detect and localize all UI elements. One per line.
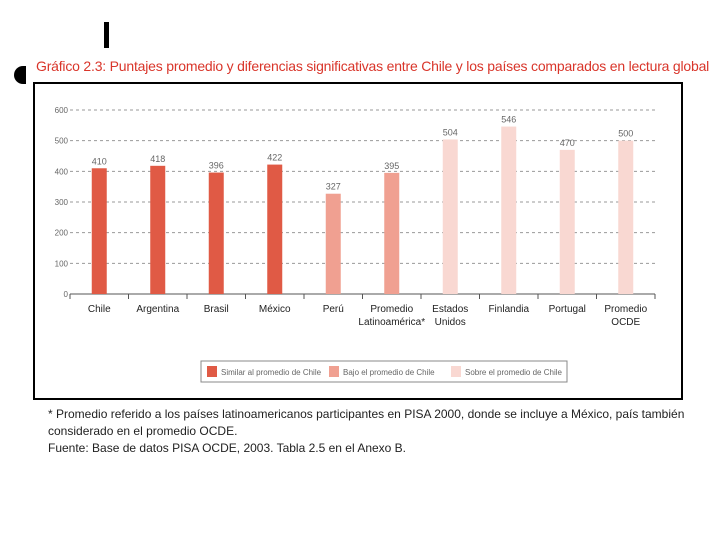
category-label: Promedio (370, 304, 413, 315)
category-label: Portugal (549, 304, 586, 315)
category-label: Brasil (204, 304, 229, 315)
chart-title: Gráfico 2.3: Puntajes promedio y diferen… (36, 58, 710, 74)
bar (618, 140, 634, 294)
footnote-source: Fuente: Base de datos PISA OCDE, 2003. T… (48, 441, 407, 455)
bar (150, 165, 166, 294)
legend-swatch (207, 366, 217, 377)
y-tick-label: 300 (55, 198, 69, 207)
category-label: OCDE (611, 317, 640, 328)
category-label: Unidos (435, 317, 466, 328)
bar (208, 172, 224, 294)
category-label: Perú (323, 304, 344, 315)
footnote-asterisk: * Promedio referido a los países latinoa… (48, 407, 685, 421)
legend-box (200, 360, 568, 383)
y-tick-label: 100 (55, 259, 69, 268)
category-label: México (259, 304, 291, 315)
bar (559, 149, 575, 294)
bar (325, 193, 341, 294)
category-label: Latinoamérica* (358, 317, 425, 328)
category-label: Argentina (136, 304, 179, 315)
bar (384, 172, 400, 294)
bar-chart: 0 100 200 300 400 500 600 410 Chile 418 Argentina 3… (55, 106, 656, 383)
y-tick-label: 400 (55, 167, 69, 176)
data-label: 395 (384, 161, 399, 171)
data-label: 410 (92, 156, 107, 166)
decorative-bar-top (104, 22, 109, 48)
data-label: 504 (443, 127, 458, 137)
chart-frame: 0 100 200 300 400 500 600 410 Chile 418 Argentina 3… (33, 82, 683, 400)
y-tick-label: 200 (55, 229, 69, 238)
data-label: 396 (209, 161, 224, 171)
y-tick-label: 600 (55, 106, 69, 115)
data-label: 418 (150, 154, 165, 164)
footnote-asterisk-continued: considerado en el promedio OCDE. (48, 424, 238, 438)
decorative-bullet-left (14, 66, 26, 84)
data-label: 470 (560, 138, 575, 148)
legend-label: Similar al promedio de Chile (221, 368, 322, 377)
category-label: Estados (432, 304, 468, 315)
data-label: 546 (501, 115, 516, 125)
bar (442, 139, 458, 294)
category-label: Promedio (604, 304, 647, 315)
category-label: Finlandia (488, 304, 529, 315)
y-tick-label: 0 (64, 290, 69, 299)
bar (91, 168, 107, 294)
bar (501, 126, 517, 294)
category-label: Chile (88, 304, 111, 315)
bar (267, 164, 283, 294)
data-label: 422 (267, 153, 282, 163)
data-label: 500 (618, 129, 633, 139)
legend-label: Bajo el promedio de Chile (343, 368, 435, 377)
legend-swatch (329, 366, 339, 377)
legend-label: Sobre el promedio de Chile (465, 368, 562, 377)
y-tick-label: 500 (55, 137, 69, 146)
legend-swatch (451, 366, 461, 377)
footnotes: * Promedio referido a los países latinoa… (48, 406, 698, 457)
data-label: 327 (326, 182, 341, 192)
